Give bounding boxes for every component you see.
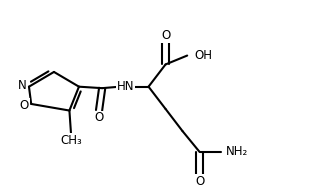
Text: NH₂: NH₂ xyxy=(226,145,248,158)
Text: CH₃: CH₃ xyxy=(60,134,82,147)
Text: N: N xyxy=(18,79,27,92)
Text: O: O xyxy=(95,111,104,124)
Text: OH: OH xyxy=(194,49,212,62)
Text: O: O xyxy=(20,99,29,112)
Text: HN: HN xyxy=(117,80,134,93)
Text: O: O xyxy=(195,175,204,188)
Text: O: O xyxy=(161,29,170,42)
